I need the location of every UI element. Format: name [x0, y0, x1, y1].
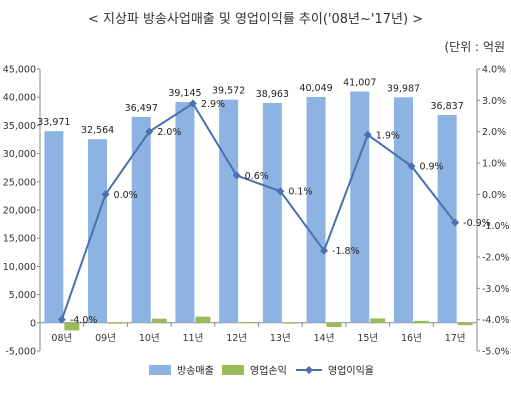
right-tick-label: -4.0% [482, 315, 510, 326]
sales-bar [350, 91, 370, 323]
right-tick-label: -3.0% [482, 284, 510, 295]
margin-marker [407, 162, 416, 171]
unit-label: (단위 : 억원 [444, 40, 505, 54]
left-tick-label: 25,000 [3, 177, 36, 188]
profit-bar [108, 322, 124, 324]
sales-bar [437, 115, 457, 323]
sales-value-label: 39,987 [387, 83, 420, 94]
sales-value-label: 39,145 [168, 88, 201, 99]
margin-value-label: 2.9% [201, 99, 225, 110]
margin-marker [57, 315, 66, 324]
margin-marker [320, 246, 329, 255]
sales-value-label: 36,837 [431, 101, 464, 112]
profit-bar [151, 318, 167, 323]
sales-bar [131, 116, 151, 323]
margin-line [60, 102, 456, 320]
margin-marker [232, 171, 241, 180]
category-label: 16년 [401, 333, 422, 344]
profit-bar [64, 322, 80, 331]
margin-value-label: -1.8% [332, 246, 360, 257]
legend-label-margin: 영업이익율 [328, 364, 374, 377]
right-tick-label: 3.0% [482, 96, 506, 107]
left-tick-label: 35,000 [3, 121, 36, 132]
sales-bar [44, 131, 64, 323]
right-tick-label: -2.0% [482, 253, 510, 264]
sales-value-label: 33,971 [37, 117, 70, 128]
category-label: 17년 [445, 333, 466, 344]
category-label: 09년 [95, 333, 116, 344]
profit-bar [239, 322, 255, 324]
margin-marker [188, 99, 197, 108]
margin-value-label: 1.9% [376, 130, 400, 141]
sales-value-label: 32,564 [81, 125, 114, 136]
legend-swatch-sales [149, 365, 171, 375]
legend-marker-margin [305, 366, 313, 374]
sales-bar [306, 96, 326, 323]
margin-value-label: 0.1% [288, 187, 312, 198]
margin-value-label: 2.0% [157, 127, 181, 138]
right-tick-label: 0.0% [482, 190, 506, 201]
margin-value-label: 0.9% [419, 162, 443, 173]
category-label: 10년 [139, 333, 160, 344]
category-label: 13년 [270, 333, 291, 344]
legend-label-sales: 방송매출 [177, 365, 214, 377]
margin-marker [276, 187, 285, 196]
right-tick-label: -5.0% [482, 347, 510, 358]
left-tick-label: 40,000 [3, 93, 36, 104]
sales-value-label: 38,963 [256, 89, 289, 100]
left-tick-label: 10,000 [3, 262, 36, 273]
sales-bar [219, 99, 239, 323]
right-tick-label: 2.0% [482, 127, 506, 138]
chart-title: < 지상파 방송사업매출 및 영업이익률 추이('08년~'17년) > [87, 12, 424, 27]
right-tick-label: 1.0% [482, 159, 506, 170]
sales-value-label: 39,572 [212, 86, 245, 97]
margin-marker [101, 190, 110, 199]
sales-bar [262, 103, 282, 323]
profit-bar [195, 316, 211, 323]
left-tick-label: 15,000 [3, 234, 36, 245]
profit-bar [413, 320, 429, 323]
right-tick-label: -1.0% [482, 221, 510, 232]
left-tick-label: -5,000 [5, 347, 36, 358]
left-tick-label: 45,000 [3, 65, 36, 76]
sales-bar [393, 97, 413, 323]
left-tick-label: 20,000 [3, 206, 36, 217]
margin-value-label: 0.0% [114, 190, 138, 201]
category-label: 11년 [183, 333, 204, 344]
left-tick-label: 5,000 [9, 290, 36, 301]
category-label: 14년 [314, 333, 335, 344]
category-label: 15년 [357, 333, 378, 344]
margin-marker [363, 130, 372, 139]
legend-label-profit: 영업손익 [250, 364, 287, 377]
margin-value-label: -0.9% [463, 218, 491, 229]
right-tick-label: 4.0% [482, 65, 506, 76]
sales-bar [175, 102, 195, 323]
margin-value-label: 0.6% [245, 171, 269, 182]
sales-value-label: 36,497 [125, 103, 158, 114]
profit-bar [326, 322, 342, 327]
profit-bar [457, 322, 473, 326]
profit-bar [282, 322, 298, 324]
margin-value-label: -4.0% [70, 315, 98, 326]
sales-value-label: 41,007 [343, 78, 376, 89]
category-label: 08년 [51, 333, 72, 344]
legend-swatch-profit [222, 365, 244, 375]
left-tick-label: 0 [30, 318, 36, 329]
profit-bar [370, 318, 386, 323]
margin-marker [145, 127, 154, 136]
sales-value-label: 40,049 [299, 83, 332, 94]
sales-bar [88, 139, 108, 323]
category-label: 12년 [226, 333, 247, 344]
margin-marker [451, 218, 460, 227]
left-tick-label: 30,000 [3, 149, 36, 160]
